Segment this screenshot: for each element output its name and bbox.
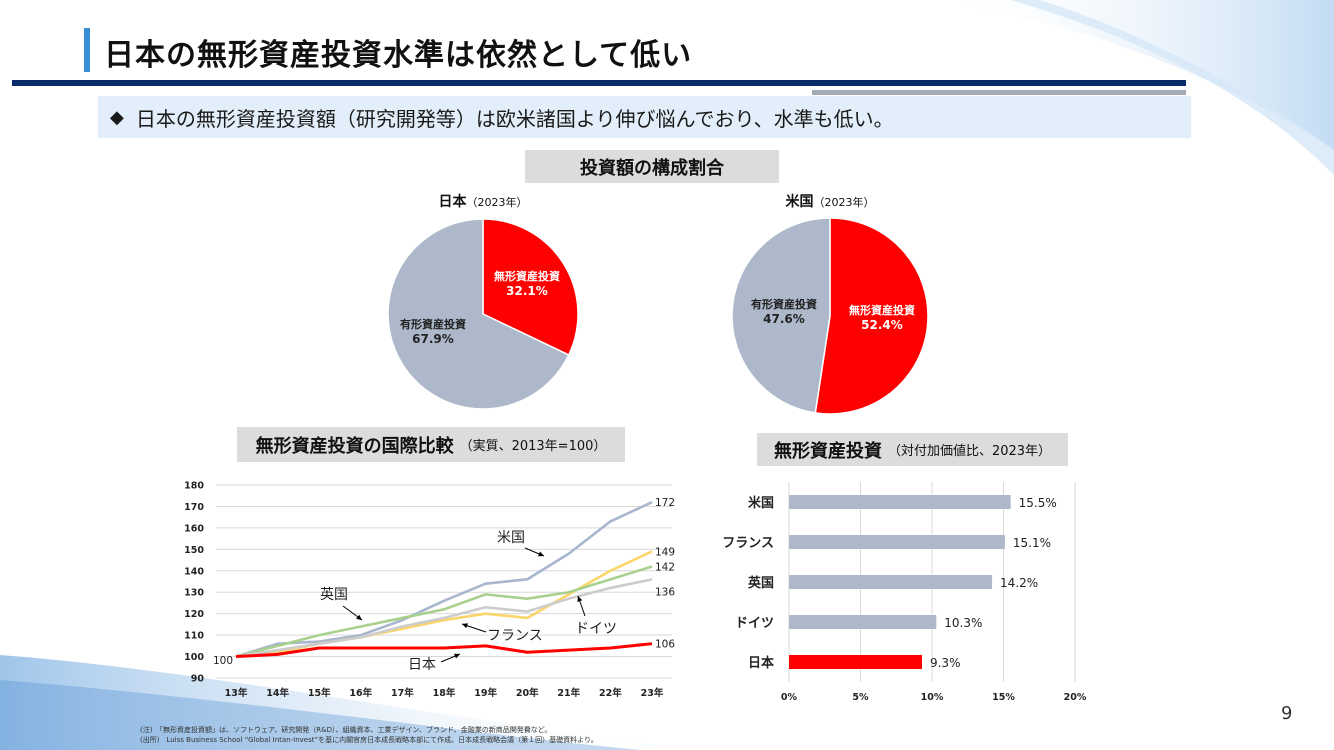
line-callout-4: 日本 xyxy=(408,657,436,673)
footnote-source: (出所) Luiss Business School “Global Intan… xyxy=(140,736,598,744)
bar-category-3: ドイツ xyxy=(735,616,774,631)
bar-section-subtitle: （対付加価値比、2023年） xyxy=(887,444,1052,459)
bar-xtick-0: 0% xyxy=(781,692,798,703)
line-xtick-5: 18年 xyxy=(433,687,456,699)
line-ytick-100: 100 xyxy=(184,652,204,663)
line-xtick-0: 13年 xyxy=(225,687,248,699)
line-start-label: 100 xyxy=(213,655,233,667)
line-series-2 xyxy=(235,565,653,658)
line-callout-arrowhead-3 xyxy=(577,596,583,602)
line-section-title: 無形資産投資の国際比較 （実質、2013年=100） xyxy=(237,427,625,462)
line-ytick-150: 150 xyxy=(184,545,204,556)
pie-1-slice-1 xyxy=(731,217,831,414)
line-callout-arrowhead-2 xyxy=(462,623,468,629)
line-end-label-2: 142 xyxy=(655,561,675,573)
bar-xtick-1: 5% xyxy=(852,692,869,703)
line-ytick-170: 170 xyxy=(184,502,204,513)
pie-section-title: 投資額の構成割合 xyxy=(525,150,779,183)
line-callout-1: 英国 xyxy=(320,586,348,603)
page-title: 日本の無形資産投資水準は依然として低い xyxy=(104,38,693,73)
line-section-title-text: 無形資産投資の国際比較 xyxy=(255,435,454,457)
line-callout-2: フランス xyxy=(487,628,543,644)
bar-xtick-3: 15% xyxy=(992,692,1015,703)
pie-section-title-text: 投資額の構成割合 xyxy=(580,157,724,179)
lead-message: ◆ 日本の無形資産投資額（研究開発等）は欧米諸国より伸び悩んでおり、水準も低い。 xyxy=(98,96,1191,138)
line-xtick-7: 20年 xyxy=(516,687,539,699)
pie-0-title-main: 日本 xyxy=(439,193,468,210)
pie-0-slice-0-value: 32.1% xyxy=(506,284,548,298)
line-series-0 xyxy=(235,500,653,658)
pie-1-title: 米国（2023年） xyxy=(786,193,875,210)
line-xtick-9: 22年 xyxy=(599,687,622,699)
line-ytick-160: 160 xyxy=(184,523,204,534)
line-callout-arrowhead-4 xyxy=(454,653,460,659)
line-xtick-3: 16年 xyxy=(349,687,372,699)
bar-xtick-2: 10% xyxy=(921,692,944,703)
pie-0-title: 日本（2023年） xyxy=(439,193,528,210)
bar-value-3: 10.3% xyxy=(944,616,982,630)
bar-section-title: 無形資産投資 （対付加価値比、2023年） xyxy=(757,433,1068,466)
line-end-label-4: 106 xyxy=(655,639,675,651)
pie-1-slice-1-label: 有形資産投資 xyxy=(751,297,817,311)
line-series-3 xyxy=(235,578,653,658)
title-accent-bar xyxy=(84,28,90,72)
line-ytick-120: 120 xyxy=(184,609,204,620)
line-callout-arrowhead-1 xyxy=(356,614,362,620)
pie-0-slice-1-label: 有形資産投資 xyxy=(400,317,466,331)
bar-category-1: フランス xyxy=(722,536,774,551)
line-xtick-1: 14年 xyxy=(266,687,289,699)
line-ytick-90: 90 xyxy=(191,674,205,685)
pie-0-slice-1-value: 67.9% xyxy=(412,332,454,346)
pie-0-slice-1 xyxy=(387,218,570,410)
pie-0-title-year: （2023年） xyxy=(467,195,528,209)
line-callout-3: ドイツ xyxy=(575,621,617,637)
line-ytick-110: 110 xyxy=(184,631,204,642)
line-callout-arrowhead-0 xyxy=(538,551,544,557)
pie-1-title-main: 米国 xyxy=(786,193,814,210)
pie-0-slice-0-label: 無形資産投資 xyxy=(494,269,560,283)
bar-3 xyxy=(789,615,937,629)
bar-1 xyxy=(789,535,1005,549)
line-ytick-130: 130 xyxy=(184,588,204,599)
footnote-note: (注) 「無形資産投資額」は、ソフトウェア、研究開発（R&D）、組織資本、工業デ… xyxy=(140,726,552,734)
line-end-label-3: 136 xyxy=(655,586,675,598)
bar-section-title-text: 無形資産投資 xyxy=(773,440,882,462)
bar-2 xyxy=(789,575,993,589)
diamond-bullet-icon: ◆ xyxy=(110,106,124,128)
line-ytick-140: 140 xyxy=(184,566,204,577)
pie-1-slice-0 xyxy=(814,217,929,415)
line-callout-0: 米国 xyxy=(497,530,525,546)
page-number: 9 xyxy=(1281,703,1293,724)
pie-1-slice-0-label: 無形資産投資 xyxy=(849,303,915,317)
bar-value-1: 15.1% xyxy=(1013,536,1051,550)
title-rule-secondary xyxy=(812,90,1186,95)
bar-value-2: 14.2% xyxy=(1000,576,1038,590)
bar-value-4: 9.3% xyxy=(930,656,961,670)
bar-value-0: 15.5% xyxy=(1019,496,1057,510)
line-end-label-0: 172 xyxy=(655,497,675,509)
line-section-subtitle: （実質、2013年=100） xyxy=(459,439,607,454)
line-xtick-6: 19年 xyxy=(474,687,497,699)
bar-4 xyxy=(789,655,922,669)
pie-0-slice-0 xyxy=(482,218,579,356)
line-xtick-8: 21年 xyxy=(557,687,580,699)
line-ytick-180: 180 xyxy=(184,481,204,492)
line-xtick-4: 17年 xyxy=(391,687,414,699)
title-rule xyxy=(12,80,1186,86)
pie-1-title-year: （2023年） xyxy=(814,195,875,209)
bar-xtick-4: 20% xyxy=(1064,692,1087,703)
bar-category-2: 英国 xyxy=(747,575,774,591)
bar-0 xyxy=(789,495,1011,509)
bar-category-4: 日本 xyxy=(748,655,774,671)
line-xtick-2: 15年 xyxy=(308,687,331,699)
bar-category-0: 米国 xyxy=(748,495,774,511)
line-series-4 xyxy=(235,642,653,659)
line-xtick-10: 23年 xyxy=(641,687,664,699)
lead-text: 日本の無形資産投資額（研究開発等）は欧米諸国より伸び悩んでおり、水準も低い。 xyxy=(135,106,894,131)
line-end-label-1: 149 xyxy=(655,546,675,558)
pie-1-slice-0-value: 52.4% xyxy=(861,318,903,332)
pie-1-slice-1-value: 47.6% xyxy=(763,312,805,326)
footnotes: (注) 「無形資産投資額」は、ソフトウェア、研究開発（R&D）、組織資本、工業デ… xyxy=(140,725,598,745)
